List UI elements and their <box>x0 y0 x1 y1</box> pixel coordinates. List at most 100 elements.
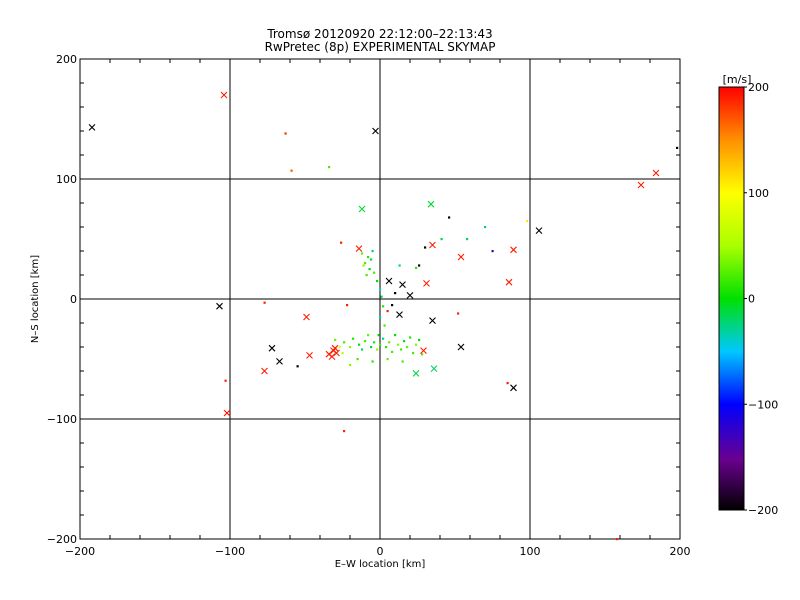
data-point-dot <box>616 538 619 541</box>
data-point-x <box>423 280 430 287</box>
data-point-x <box>510 384 517 392</box>
data-point-dot <box>370 346 373 349</box>
data-point-dot <box>412 352 415 355</box>
data-point-dot <box>328 166 331 169</box>
data-point-dot <box>364 340 367 343</box>
data-point-x <box>88 124 96 131</box>
chart-title: Tromsø 20120920 22:12:00–22:13:43 <box>266 27 492 41</box>
data-point-dot <box>398 264 401 267</box>
data-point-dot <box>484 226 487 229</box>
data-point-dot <box>334 338 337 341</box>
data-point-dot <box>367 256 370 259</box>
data-point-dot <box>346 304 349 307</box>
data-point-x <box>358 205 366 213</box>
data-point-dot <box>380 295 383 298</box>
data-point-x <box>420 347 427 354</box>
data-point-x <box>505 278 513 286</box>
data-point-dot <box>448 216 451 219</box>
colorbar-tick-label: 0 <box>748 293 755 306</box>
x-tick-label: 0 <box>377 545 384 558</box>
data-point-dot <box>383 324 386 327</box>
data-point-dot <box>400 348 403 351</box>
data-point-dot <box>424 246 427 249</box>
data-point-dot <box>382 305 385 308</box>
data-point-dot <box>356 358 359 361</box>
data-point-dot <box>386 358 389 361</box>
data-point-dot <box>371 360 374 363</box>
data-point-x <box>406 292 414 299</box>
data-point-dot <box>341 352 344 355</box>
y-tick-label: 0 <box>70 293 77 306</box>
data-point-dot <box>343 430 346 433</box>
colorbar-tick-label: −200 <box>748 504 778 517</box>
data-point-dot <box>338 346 341 349</box>
data-point-x <box>216 302 223 310</box>
data-point-x <box>430 365 438 372</box>
data-point-dot <box>370 258 373 261</box>
data-point-dot <box>391 350 394 353</box>
data-point-dot <box>466 238 469 241</box>
data-point-dot <box>368 268 371 271</box>
data-point-dot <box>290 169 293 172</box>
grid-lines <box>80 59 680 539</box>
data-point-dot <box>263 301 266 304</box>
colorbar-ticks: 200 100 0 −100 −200 <box>744 81 778 517</box>
data-point-dot <box>296 365 299 368</box>
scatter-marks <box>88 91 679 541</box>
data-point-x <box>276 358 283 365</box>
data-point-dot <box>457 312 460 315</box>
data-point-x <box>412 370 420 377</box>
data-point-dot <box>406 346 409 349</box>
colorbar <box>718 86 745 511</box>
data-point-dot <box>491 250 494 253</box>
colorbar-tick-label: 200 <box>748 81 769 94</box>
data-point-x <box>306 352 313 359</box>
colorbar-tick-label: −100 <box>748 398 778 411</box>
x-tick-label: 200 <box>670 545 691 558</box>
data-point-x <box>457 253 465 261</box>
data-point-dot <box>391 304 394 307</box>
x-tick-label: −200 <box>65 545 95 558</box>
data-point-dot <box>377 334 380 337</box>
data-point-dot <box>371 250 374 253</box>
data-point-dot <box>385 346 388 349</box>
data-point-x <box>652 169 660 177</box>
data-point-dot <box>349 346 352 349</box>
data-point-x <box>268 344 276 352</box>
data-point-x <box>385 277 393 285</box>
data-point-x <box>399 281 406 288</box>
y-tick-label: 100 <box>56 173 77 186</box>
data-point-dot <box>376 348 379 351</box>
data-point-x <box>325 350 333 358</box>
data-point-dot <box>401 360 404 363</box>
data-point-dot <box>440 238 443 241</box>
data-point-dot <box>379 288 382 291</box>
data-point-dot <box>394 334 397 337</box>
data-point-x <box>396 311 403 318</box>
data-point-dot <box>386 310 389 313</box>
colorbar-tick-label: 100 <box>748 187 769 200</box>
data-point-x <box>457 343 465 351</box>
data-point-dot <box>284 132 287 135</box>
axis-ticks: −200 −100 0 100 200 −200 −100 0 100 200 <box>47 53 691 558</box>
data-point-dot <box>367 334 370 337</box>
y-axis-label: N–S location [km] <box>30 255 41 343</box>
data-point-dot <box>352 337 355 340</box>
data-point-x <box>220 91 228 99</box>
x-tick-label: 100 <box>520 545 541 558</box>
x-tick-label: −100 <box>215 545 245 558</box>
data-point-dot <box>379 343 382 346</box>
data-point-x <box>535 227 543 234</box>
data-point-dot <box>388 341 391 344</box>
data-point-dot <box>373 271 376 274</box>
data-point-x <box>637 181 645 189</box>
data-point-dot <box>376 280 379 283</box>
data-point-dot <box>364 262 367 265</box>
data-point-dot <box>379 316 382 319</box>
data-point-x <box>223 409 231 417</box>
data-point-dot <box>421 353 424 356</box>
data-point-x <box>429 241 436 249</box>
data-point-dot <box>409 336 412 339</box>
data-point-dot <box>343 341 346 344</box>
data-point-x <box>355 245 363 252</box>
